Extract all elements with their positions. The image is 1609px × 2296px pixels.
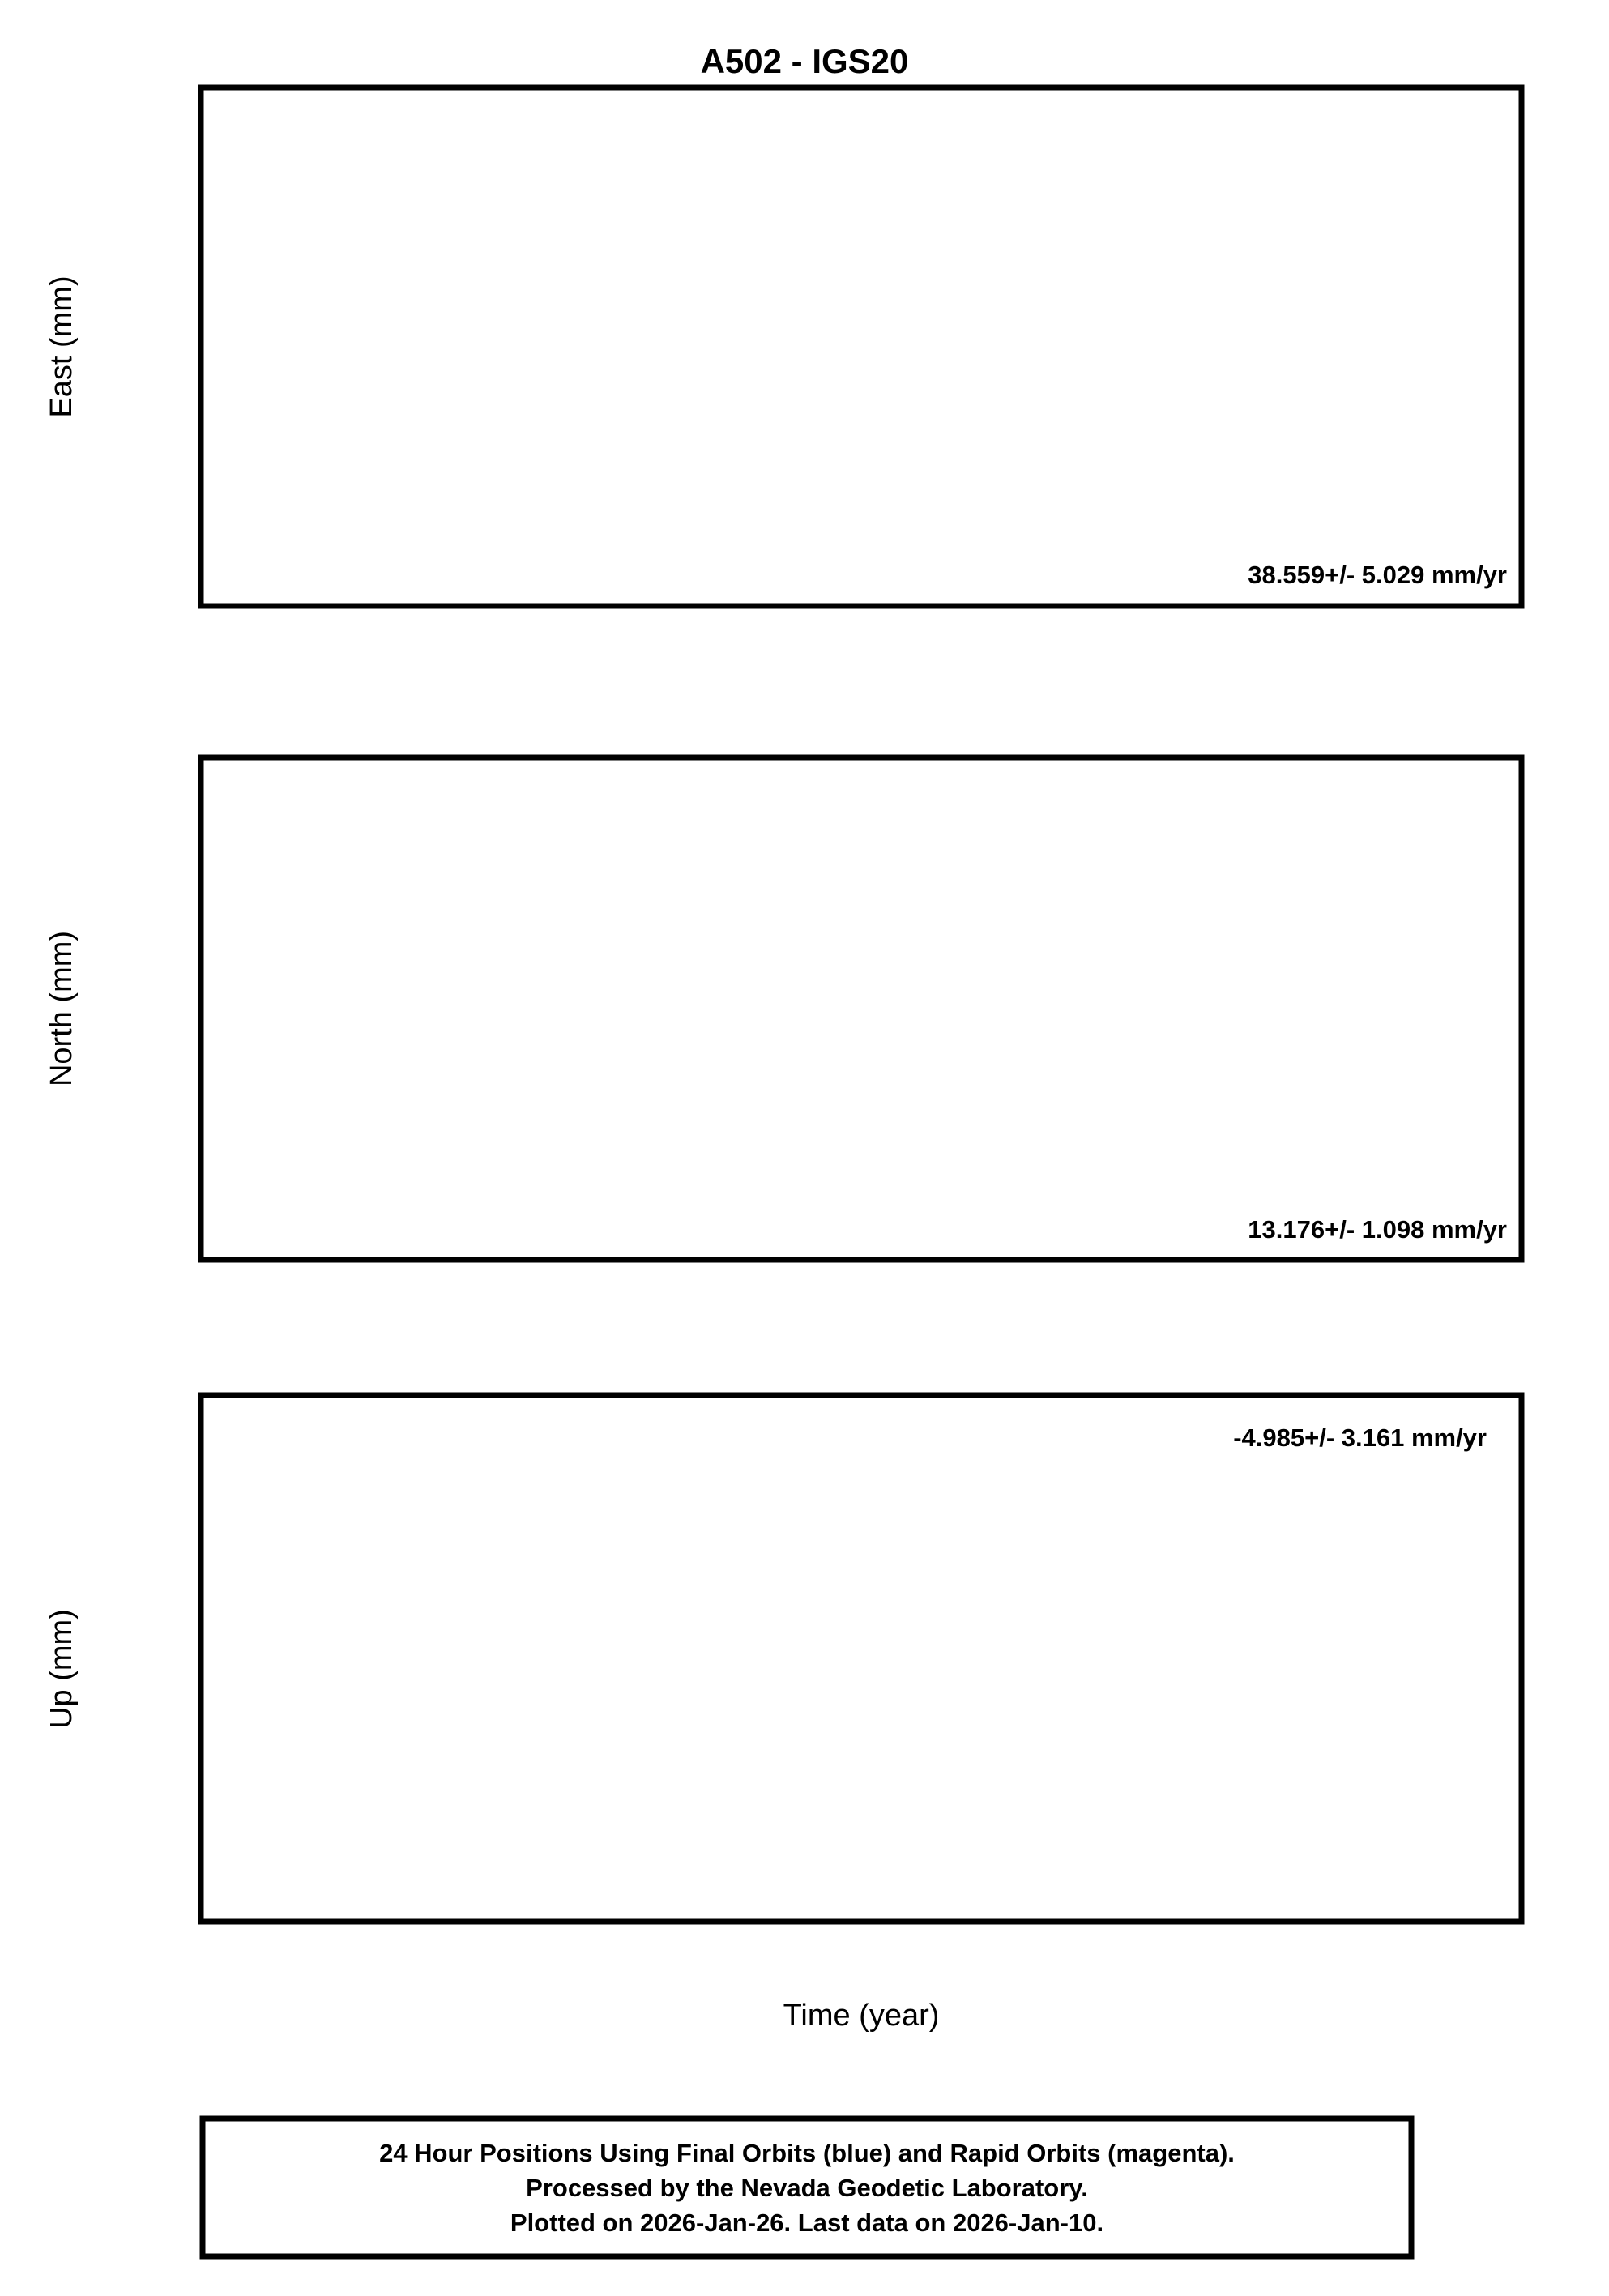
up-panel: Up (mm) -4.985+/- 3.161 mm/yr Time (year… [45,1392,1525,2033]
caption-line-2: Processed by the Nevada Geodetic Laborat… [526,2174,1088,2202]
north-plot-frame [198,754,1525,1263]
up-plot-frame [198,1392,1525,1925]
caption-line-1: 24 Hour Positions Using Final Orbits (bl… [379,2139,1235,2167]
caption-box: 24 Hour Positions Using Final Orbits (bl… [199,2115,1415,2260]
east-rate-annotation: 38.559+/- 5.029 mm/yr [1248,561,1507,589]
up-rate-annotation: -4.985+/- 3.161 mm/yr [1233,1423,1487,1452]
caption-border [199,2115,1415,2260]
page-title: A502 - IGS20 [701,42,909,80]
x-axis-label: Time (year) [783,1999,940,2033]
east-axis-label: East (mm) [45,275,79,417]
east-plot-frame [198,84,1525,609]
north-panel: North (mm) 13.176+/- 1.098 mm/yr [45,754,1525,1263]
east-panel: East (mm) 38.559+/- 5.029 mm/yr [45,84,1525,609]
north-rate-annotation: 13.176+/- 1.098 mm/yr [1248,1215,1507,1244]
caption-line-3: Plotted on 2026-Jan-26. Last data on 202… [510,2209,1103,2237]
north-axis-label: North (mm) [45,931,79,1086]
up-axis-label: Up (mm) [45,1609,79,1729]
